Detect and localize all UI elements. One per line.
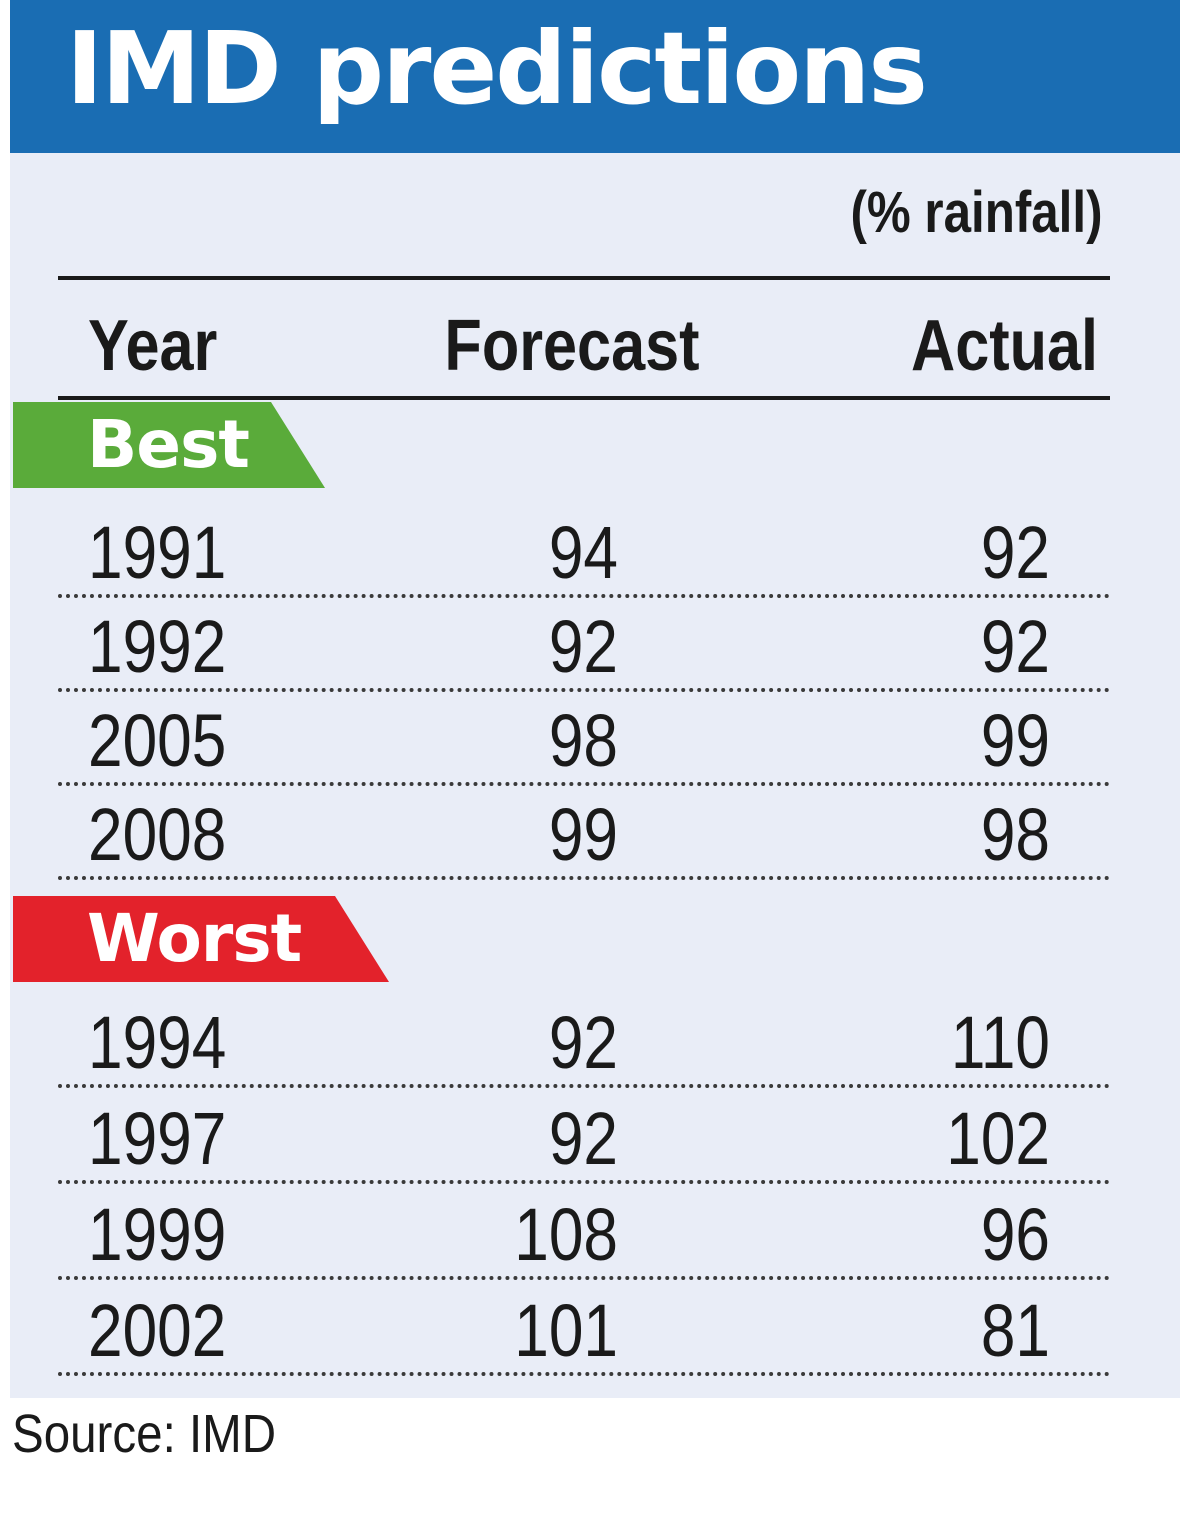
cell-year: 1992 [88, 605, 227, 688]
table-row: 1992 92 92 [58, 596, 1110, 692]
cell-actual: 92 [980, 511, 1050, 594]
table-row: 2005 98 99 [58, 690, 1110, 786]
unit-label: (% rainfall) [849, 180, 1102, 245]
group-badge-worst: Worst [13, 896, 389, 982]
cell-actual: 98 [980, 793, 1050, 876]
cell-year: 1999 [88, 1193, 227, 1276]
cell-year: 2008 [88, 793, 227, 876]
column-header-year: Year [88, 306, 218, 386]
cell-actual: 81 [980, 1289, 1050, 1372]
row-divider [58, 688, 1110, 692]
cell-forecast: 94 [548, 511, 618, 594]
table-row: 1991 94 92 [58, 502, 1110, 598]
row-divider [58, 594, 1110, 598]
cell-forecast: 92 [548, 1097, 618, 1180]
column-header-forecast: Forecast [444, 306, 700, 386]
cell-forecast: 108 [514, 1193, 618, 1276]
cell-forecast: 98 [548, 699, 618, 782]
table-row: 1999 108 96 [58, 1184, 1110, 1280]
row-divider [58, 1372, 1110, 1376]
table-row: 2008 99 98 [58, 784, 1110, 880]
source-note: Source: IMD [12, 1404, 277, 1464]
row-divider [58, 1276, 1110, 1280]
cell-forecast: 101 [514, 1289, 618, 1372]
header-bottom-rule [58, 396, 1110, 400]
cell-year: 1991 [88, 511, 227, 594]
cell-forecast: 92 [548, 1001, 618, 1084]
table-row: 2002 101 81 [58, 1280, 1110, 1376]
column-header-actual: Actual [910, 306, 1098, 386]
cell-year: 1994 [88, 1001, 227, 1084]
cell-forecast: 99 [548, 793, 618, 876]
row-divider [58, 1180, 1110, 1184]
cell-actual: 92 [980, 605, 1050, 688]
group-badge-best: Best [13, 402, 325, 488]
cell-year: 2002 [88, 1289, 227, 1372]
header-top-rule [58, 276, 1110, 280]
cell-year: 2005 [88, 699, 227, 782]
chart-title: IMD predictions [66, 10, 928, 127]
title-bar: IMD predictions [10, 0, 1180, 153]
group-label-worst: Worst [87, 900, 302, 977]
cell-actual: 110 [950, 1001, 1050, 1084]
infographic-card: IMD predictions (% rainfall) Year Foreca… [10, 0, 1180, 1398]
badge-shape-best [13, 402, 325, 488]
row-divider [58, 1084, 1110, 1088]
cell-actual: 96 [980, 1193, 1050, 1276]
table-row: 1994 92 110 [58, 992, 1110, 1088]
group-label-best: Best [87, 406, 250, 483]
row-divider [58, 782, 1110, 786]
badge-shape-worst [13, 896, 389, 982]
cell-forecast: 92 [548, 605, 618, 688]
row-divider [58, 876, 1110, 880]
table-row: 1997 92 102 [58, 1088, 1110, 1184]
cell-year: 1997 [88, 1097, 227, 1180]
cell-actual: 102 [946, 1097, 1050, 1180]
cell-actual: 99 [980, 699, 1050, 782]
